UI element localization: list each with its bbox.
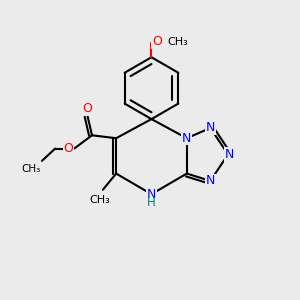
Text: H: H bbox=[147, 196, 156, 209]
Text: O: O bbox=[64, 142, 74, 155]
Text: CH₃: CH₃ bbox=[21, 164, 40, 174]
Text: N: N bbox=[225, 148, 234, 161]
Text: N: N bbox=[206, 174, 215, 188]
Text: N: N bbox=[147, 188, 156, 201]
Text: O: O bbox=[82, 102, 92, 115]
Text: N: N bbox=[182, 132, 191, 145]
Text: O: O bbox=[152, 35, 162, 48]
Text: N: N bbox=[206, 122, 215, 134]
Text: CH₃: CH₃ bbox=[89, 195, 110, 205]
Text: CH₃: CH₃ bbox=[168, 37, 188, 47]
